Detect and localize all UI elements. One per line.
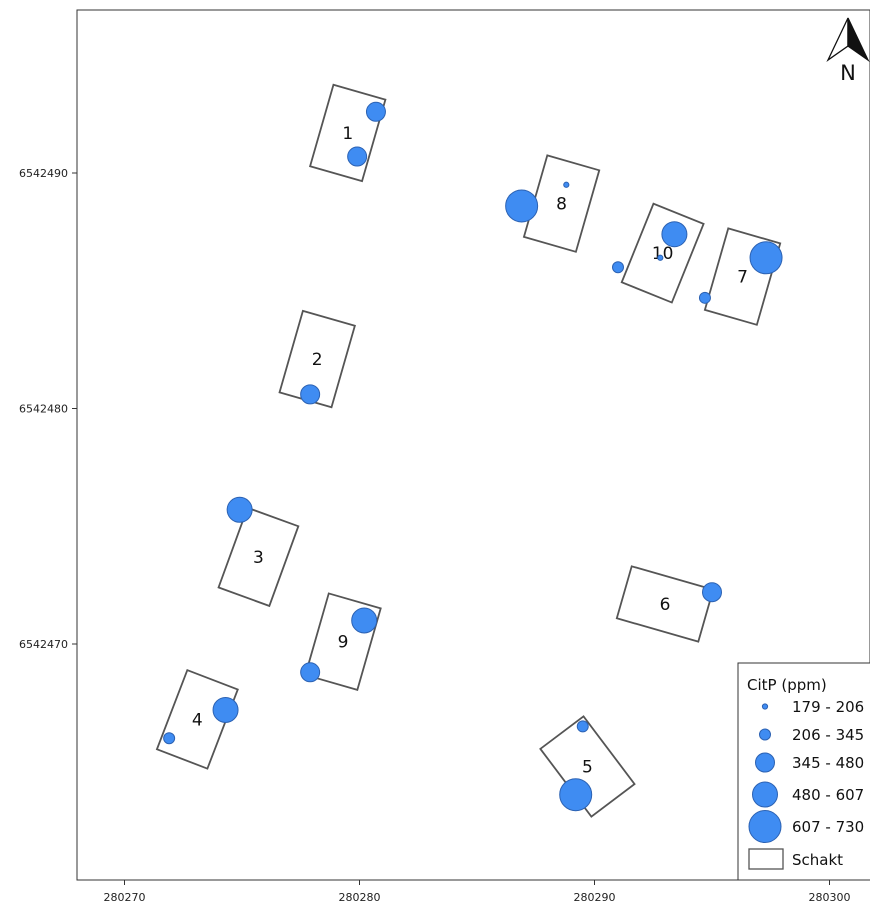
shaft-label: 5: [582, 757, 593, 777]
shaft-label: 3: [253, 548, 264, 568]
legend-class-label: 206 - 345: [792, 726, 864, 744]
shaft-label: 1: [342, 124, 353, 144]
legend-polygon-label: Schakt: [792, 851, 843, 869]
y-tick-label: 6542480: [19, 403, 68, 416]
shaft-6: [615, 565, 715, 643]
x-tick-label: 280270: [104, 891, 146, 904]
sample-point: [226, 496, 253, 523]
shaft-polygon: [217, 506, 300, 608]
sample-point: [365, 101, 386, 122]
legend-box: [737, 662, 870, 881]
sample-point: [698, 291, 711, 304]
shaft-polygon: [155, 668, 239, 770]
y-tick-label: 6542490: [19, 167, 68, 180]
shaft-label: 9: [338, 633, 349, 653]
legend-symbol: [755, 752, 775, 773]
shaft-polygon: [304, 592, 382, 691]
shaft-8: [522, 154, 601, 253]
legend-class-label: 345 - 480: [792, 754, 864, 772]
shaft-polygon: [620, 202, 705, 304]
sample-point: [563, 181, 570, 188]
shaft-layer: 1 2 3 4 5 6 7 8 9 10: [155, 83, 782, 818]
shaft-polygon: [522, 154, 601, 253]
sample-layer: [163, 101, 783, 812]
x-tick-label: 280280: [339, 891, 381, 904]
sample-point: [702, 582, 722, 603]
legend-title: CitP (ppm): [747, 676, 827, 694]
shaft-10: [620, 202, 705, 304]
sample-point: [657, 254, 664, 261]
shaft-label: 2: [312, 350, 323, 370]
sample-point: [300, 384, 321, 405]
sample-point: [612, 261, 624, 274]
sample-point: [351, 607, 378, 634]
shaft-label: 4: [192, 710, 203, 730]
sample-point: [300, 662, 321, 683]
shaft-polygon: [703, 227, 782, 326]
legend-class-label: 607 - 730: [792, 818, 864, 836]
sample-point: [576, 720, 589, 733]
sample-point: [163, 732, 176, 745]
shaft-9: [304, 592, 382, 691]
legend-class-label: 179 - 206: [792, 698, 864, 716]
x-tick-label: 280300: [809, 891, 851, 904]
north-label: N: [840, 61, 856, 85]
sample-point: [212, 696, 239, 723]
shaft-1: [308, 83, 387, 183]
sample-point: [661, 221, 688, 248]
legend: CitP (ppm) 179 - 206 206 - 345 345 - 480 48…: [737, 662, 870, 881]
sample-point: [347, 146, 368, 167]
north-arrow-icon: N: [826, 17, 870, 85]
legend-symbol: [748, 810, 782, 843]
legend-symbol: [759, 728, 771, 741]
axes: 280270 280280 280290 2803006542490654248065…: [19, 167, 851, 904]
legend-class-label: 480 - 607: [792, 786, 864, 804]
y-tick-label: 6542470: [19, 638, 68, 651]
shaft-polygon: [308, 83, 387, 183]
shaft-label: 7: [737, 268, 748, 288]
legend-polygon-swatch: [748, 848, 784, 870]
shaft-7: [703, 227, 782, 326]
shaft-label: 10: [652, 244, 674, 264]
shaft-label: 6: [660, 595, 671, 615]
x-tick-label: 280290: [574, 891, 616, 904]
sample-point: [559, 778, 593, 812]
legend-symbol: [752, 781, 778, 808]
sample-point: [749, 241, 783, 275]
sample-point: [505, 189, 539, 223]
legend-symbol: [761, 703, 769, 710]
shaft-label: 8: [556, 195, 567, 215]
shaft-4: [155, 668, 239, 770]
shaft-polygon: [615, 565, 715, 643]
shaft-3: [217, 506, 300, 608]
